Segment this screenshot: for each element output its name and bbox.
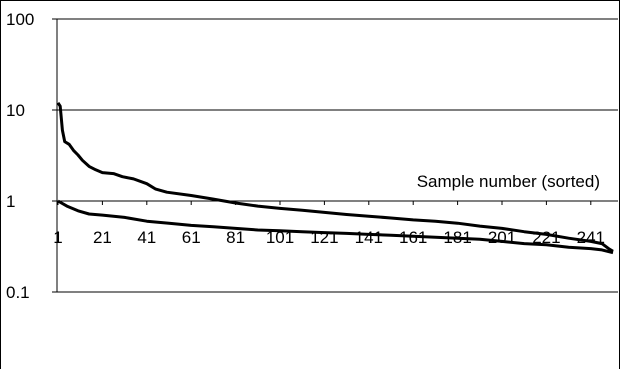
x-tick-label: 1 — [53, 228, 62, 247]
x-axis: 1 21 41 61 81 101 121 141 161 181 201 221 241 — [53, 201, 605, 247]
x-tick-label: 101 — [266, 228, 294, 247]
x-axis-title: Sample number (sorted) — [417, 172, 600, 191]
x-tick-label: 41 — [137, 228, 156, 247]
y-tick-label: 0.1 — [6, 283, 30, 302]
x-tick-label: 81 — [226, 228, 245, 247]
x-tick-label: 161 — [399, 228, 427, 247]
y-tick-label: 100 — [6, 10, 34, 29]
x-tick-label: 61 — [182, 228, 201, 247]
y-axis: 100 10 1 0.1 — [6, 10, 58, 302]
x-tick-label: 221 — [532, 228, 560, 247]
series-line-2 — [57, 199, 614, 255]
x-tick-label: 181 — [443, 228, 471, 247]
grid-lines — [57, 18, 618, 293]
y-tick-label: 10 — [6, 101, 25, 120]
x-tick-label: 121 — [310, 228, 338, 247]
y-tick-label: 1 — [6, 192, 15, 211]
x-tick-label: 141 — [355, 228, 383, 247]
x-tick-label: 241 — [577, 228, 605, 247]
x-tick-label: 21 — [93, 228, 112, 247]
x-tick-label: 201 — [488, 228, 516, 247]
